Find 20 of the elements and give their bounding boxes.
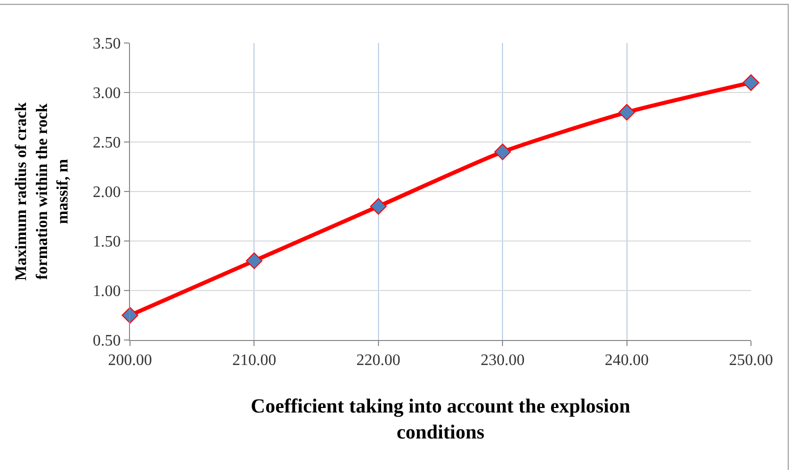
x-tick-label: 250.00 [729, 352, 773, 370]
point [742, 74, 760, 91]
x-tick-label: 230.00 [480, 352, 525, 370]
y-axis-title: Maximum radius of crack formation within the rock massif, m [13, 102, 72, 281]
x-axis-title: Coefficient taking into account the explosion conditions [250, 396, 630, 444]
point [618, 104, 636, 121]
point [494, 144, 511, 160]
x-tick-label: 220.00 [356, 352, 400, 370]
y-tick-label: 2.50 [92, 134, 121, 152]
y-tick-label: 2.00 [92, 184, 121, 202]
y-tick-label: 0.50 [92, 332, 121, 350]
x-tick-label: 200.00 [108, 352, 152, 370]
x-tick-label: 240.00 [604, 352, 649, 370]
y-tick-label: 3.50 [92, 36, 121, 53]
x-tick-label: 210.00 [232, 352, 276, 370]
y-tick-label: 1.00 [92, 283, 121, 300]
y-tick-label: 1.50 [92, 234, 121, 251]
y-tick-label: 3.00 [92, 85, 121, 102]
point [370, 198, 387, 215]
point [246, 252, 262, 270]
